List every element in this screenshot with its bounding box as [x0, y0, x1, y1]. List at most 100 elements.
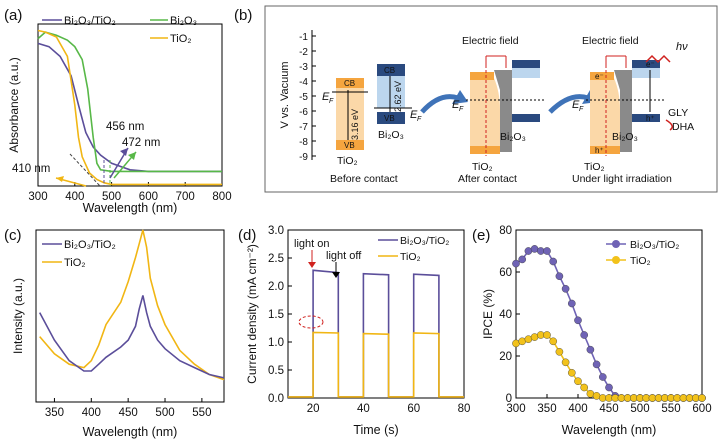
chart-e: 300 350 400 450 500 550 600 0 20 40 60 80 Bi₂O₃/TiO…	[481, 225, 712, 437]
data-point	[561, 284, 570, 293]
x-tick-label: 550	[192, 407, 211, 419]
bi2o3-cb	[377, 64, 405, 76]
panel-label-a: (a)	[4, 7, 22, 24]
chart-a-arrowhead	[120, 148, 128, 156]
x-tick-label: 800	[212, 191, 231, 203]
x-tick-label: 500	[630, 403, 649, 415]
chart-a-annotation-456: 456 nm	[106, 121, 144, 133]
y-tick-label: 0.0	[268, 393, 284, 405]
y-tick-label: 1.5	[268, 309, 284, 321]
bi2o3-hole: h⁺	[646, 114, 655, 123]
chart-d-series	[288, 269, 464, 398]
x-tick-label: 350	[45, 407, 64, 419]
b-tick-label: -6	[299, 107, 308, 118]
x-tick-label: 80	[458, 403, 471, 415]
legend-e-composite: Bi₂O₃/TiO₂	[630, 239, 679, 251]
bi2o3-fermi-label: E	[410, 109, 418, 121]
bi2o3-after-cb	[512, 60, 540, 68]
y-tick-label: 80	[499, 225, 512, 237]
data-point	[599, 373, 607, 381]
tio2-band-gap	[336, 80, 364, 146]
data-point	[586, 345, 595, 354]
x-tick-label: 300	[28, 191, 47, 203]
tio2-light-gap	[590, 78, 620, 150]
chart-a-annotation-410: 410 nm	[12, 163, 50, 175]
x-tick-label: 450	[599, 403, 618, 415]
tio2-fermi-label: E	[322, 91, 330, 103]
chart-d-xlabel: Time (s)	[353, 423, 398, 437]
light-fermi-sub: F	[579, 106, 584, 113]
legend-c-tio2: TiO₂	[64, 257, 86, 269]
x-tick-label: 400	[65, 191, 84, 203]
chart-d-light-off: light off	[326, 250, 362, 262]
bi2o3-label-before: Bi₂O₃	[378, 129, 404, 141]
after-fermi-sub: F	[459, 106, 464, 113]
tio2-cb-label: CB	[344, 79, 355, 88]
data-point	[580, 383, 589, 392]
bi2o3-cb-label: CB	[384, 66, 395, 75]
legend-d-tio2: TiO₂	[400, 251, 421, 263]
legend-e-swatch-composite	[612, 240, 620, 248]
data-point	[555, 347, 564, 356]
legend-a-tio2: TiO₂	[170, 33, 192, 45]
diagram-b: -1-2-3-4-5-6-7-8-9 V vs. Vacuum CB VB E …	[264, 5, 718, 193]
bi2o3-vb	[377, 112, 405, 124]
chart-a-frame	[37, 23, 223, 187]
tio2-vb	[336, 140, 364, 150]
tio2-light-vb	[590, 146, 620, 154]
x-tick-label: 700	[176, 191, 195, 203]
bi2o3-light-vb	[632, 114, 660, 122]
bi2o3-label-after: Bi₂O₃	[500, 131, 526, 143]
tio2-after-gap	[470, 78, 500, 150]
process-arrow-2	[548, 94, 589, 114]
panel-label-b: (b)	[234, 7, 252, 24]
b-tick-label: -5	[299, 92, 308, 103]
x-tick-label: 350	[537, 403, 556, 415]
tio2-cb	[336, 78, 364, 88]
x-tick-label: 60	[407, 403, 420, 415]
chart-d-frame	[287, 229, 465, 399]
series-line	[38, 295, 225, 379]
diagram-b-yticks: -1 -2 -3 -4 -5 -6 -7 -8 -9	[299, 32, 316, 163]
legend-e-swatch-tio2	[612, 256, 620, 264]
series-line	[288, 269, 464, 398]
b-tick-label: -7	[299, 122, 308, 133]
data-point	[698, 394, 706, 402]
x-tick-label: 500	[155, 407, 174, 419]
x-tick-label: 550	[661, 403, 680, 415]
tio2-light-cb	[590, 72, 614, 80]
x-tick-label: 400	[568, 403, 587, 415]
data-point	[568, 368, 576, 377]
chart-c-xlabel: Wavelength (nm)	[83, 425, 178, 439]
bi2o3-electron: e⁻	[646, 60, 655, 69]
chart-a-arrowhead	[128, 152, 136, 160]
data-point	[592, 360, 601, 369]
bi2o3-label-light: Bi₂O₃	[612, 131, 638, 143]
chart-d-highlight-ellipse	[298, 315, 324, 329]
panel-label-d: (d)	[238, 227, 256, 244]
bi2o3-vb-label: VB	[384, 114, 395, 123]
data-point	[555, 272, 564, 281]
oxidation-arrow	[665, 119, 673, 131]
series-line	[37, 42, 222, 173]
bi2o3-gap-label: 2.62 eV	[393, 81, 403, 112]
tio2-fermi-sub: F	[329, 98, 334, 105]
tio2-label-light: TiO₂	[584, 161, 605, 173]
y-tick-label: 40	[499, 309, 512, 321]
caption-after: After contact	[458, 173, 517, 185]
tio2-electron: e⁻	[595, 72, 604, 81]
chart-e-frame	[515, 229, 703, 399]
process-arrow-1	[420, 94, 459, 114]
tio2-after-cb	[470, 72, 494, 80]
diagram-b-ylabel: V vs. Vacuum	[279, 61, 291, 128]
series-line	[39, 229, 225, 381]
legend-d-composite: Bi₂O₃/TiO₂	[400, 235, 449, 247]
x-tick-label: 500	[102, 191, 121, 203]
chart-a-series	[37, 29, 222, 186]
legend-a-composite: Bi₂O₃/TiO₂	[64, 15, 116, 27]
data-point	[549, 257, 558, 266]
bi2o3-fermi-sub: F	[417, 116, 422, 123]
y-tick-label: 2.5	[268, 253, 284, 265]
y-tick-label: 20	[499, 351, 512, 363]
